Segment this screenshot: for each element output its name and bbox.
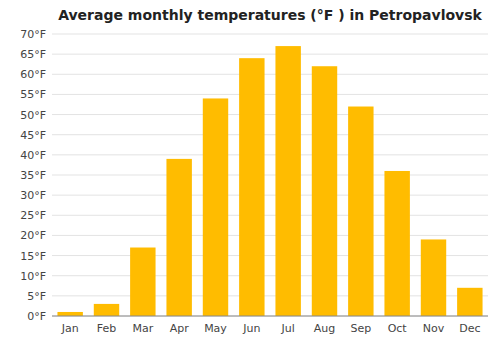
x-tick-label: Jun — [242, 322, 260, 335]
bar — [130, 248, 155, 316]
bars — [57, 46, 482, 316]
y-tick-label: 35°F — [20, 169, 46, 182]
x-tick-label: May — [204, 322, 227, 335]
x-tick-label: Aug — [314, 322, 335, 335]
x-tick-label: Nov — [423, 322, 445, 335]
grid — [52, 34, 488, 316]
bar — [348, 107, 373, 316]
bar — [457, 288, 482, 316]
y-tick-label: 40°F — [20, 149, 46, 162]
bar — [166, 159, 191, 316]
bar — [94, 304, 119, 316]
grid-line — [52, 154, 488, 155]
grid-line — [52, 34, 488, 35]
y-tick-label: 10°F — [20, 270, 46, 283]
x-tick-label: Feb — [97, 322, 116, 335]
x-tick-label: Dec — [459, 322, 480, 335]
bar — [421, 239, 446, 316]
y-tick-label: 55°F — [20, 88, 46, 101]
y-tick-label: 70°F — [20, 28, 46, 41]
grid-line — [52, 54, 488, 55]
chart: Average monthly temperatures (°F ) in Pe… — [0, 0, 500, 350]
grid-line — [52, 114, 488, 115]
grid-line — [52, 74, 488, 75]
y-tick-label: 20°F — [20, 229, 46, 242]
grid-line — [52, 94, 488, 95]
grid-line — [52, 316, 488, 317]
x-tick-label: Jan — [61, 322, 79, 335]
y-tick-label: 50°F — [20, 109, 46, 122]
title: Average monthly temperatures (°F ) in Pe… — [58, 7, 482, 23]
y-tick-label: 60°F — [20, 68, 46, 81]
x-tick-label: Sep — [350, 322, 371, 335]
y-tick-label: 30°F — [20, 189, 46, 202]
grid-line — [52, 175, 488, 176]
x-tick-label: Oct — [388, 322, 408, 335]
y-tick-label: 0°F — [27, 310, 46, 323]
x-axis: Jan Feb Mar Apr May Jun Jul Aug Sep Oct Nov Dec — [52, 316, 488, 335]
bar — [57, 312, 82, 316]
x-tick-label: Mar — [132, 322, 153, 335]
y-tick-label: 25°F — [20, 209, 46, 222]
x-axis-line — [52, 316, 488, 317]
grid-line — [52, 195, 488, 196]
grid-line — [52, 215, 488, 216]
bar — [239, 58, 264, 316]
y-tick-label: 45°F — [20, 129, 46, 142]
y-tick-label: 65°F — [20, 48, 46, 61]
grid-line — [52, 134, 488, 135]
grid-line — [52, 235, 488, 236]
y-tick-label: 15°F — [20, 250, 46, 263]
x-tick-label: Apr — [170, 322, 190, 335]
bar — [275, 46, 300, 316]
chart-container: Average monthly temperatures (°F ) in Pe… — [0, 0, 500, 350]
bar — [203, 98, 228, 316]
bar — [384, 171, 409, 316]
bar — [312, 66, 337, 316]
y-axis: 0°F 5°F 10°F 15°F 20°F 25°F 30°F 35°F 40°F 45°F 50… — [20, 28, 46, 323]
y-tick-label: 5°F — [27, 290, 46, 303]
x-tick-label: Jul — [281, 322, 295, 335]
